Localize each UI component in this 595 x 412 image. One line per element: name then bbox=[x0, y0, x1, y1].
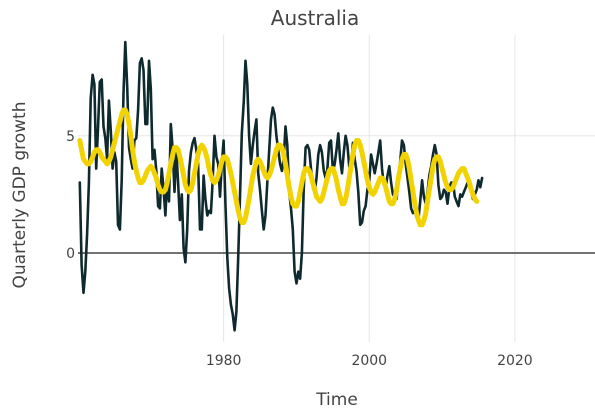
grid-layer bbox=[78, 35, 595, 342]
x-tick-label-2020: 2020 bbox=[497, 353, 533, 369]
y-tick-label-5: 5 bbox=[66, 129, 75, 145]
y-axis-title: Quarterly GDP growth bbox=[10, 102, 30, 289]
y-tick-label-0: 0 bbox=[66, 246, 75, 262]
x-tick-label-2000: 2000 bbox=[351, 353, 387, 369]
x-tick-label-1980: 1980 bbox=[206, 353, 242, 369]
x-tick-labels: 1980 2000 2020 bbox=[206, 353, 533, 369]
chart-title: Australia bbox=[271, 6, 359, 30]
x-axis-title: Time bbox=[315, 390, 358, 410]
actual-growth-line bbox=[78, 40, 484, 332]
fitted-cycle-line bbox=[77, 107, 480, 228]
y-tick-labels: 05 bbox=[66, 129, 75, 262]
series-layer bbox=[77, 40, 484, 332]
